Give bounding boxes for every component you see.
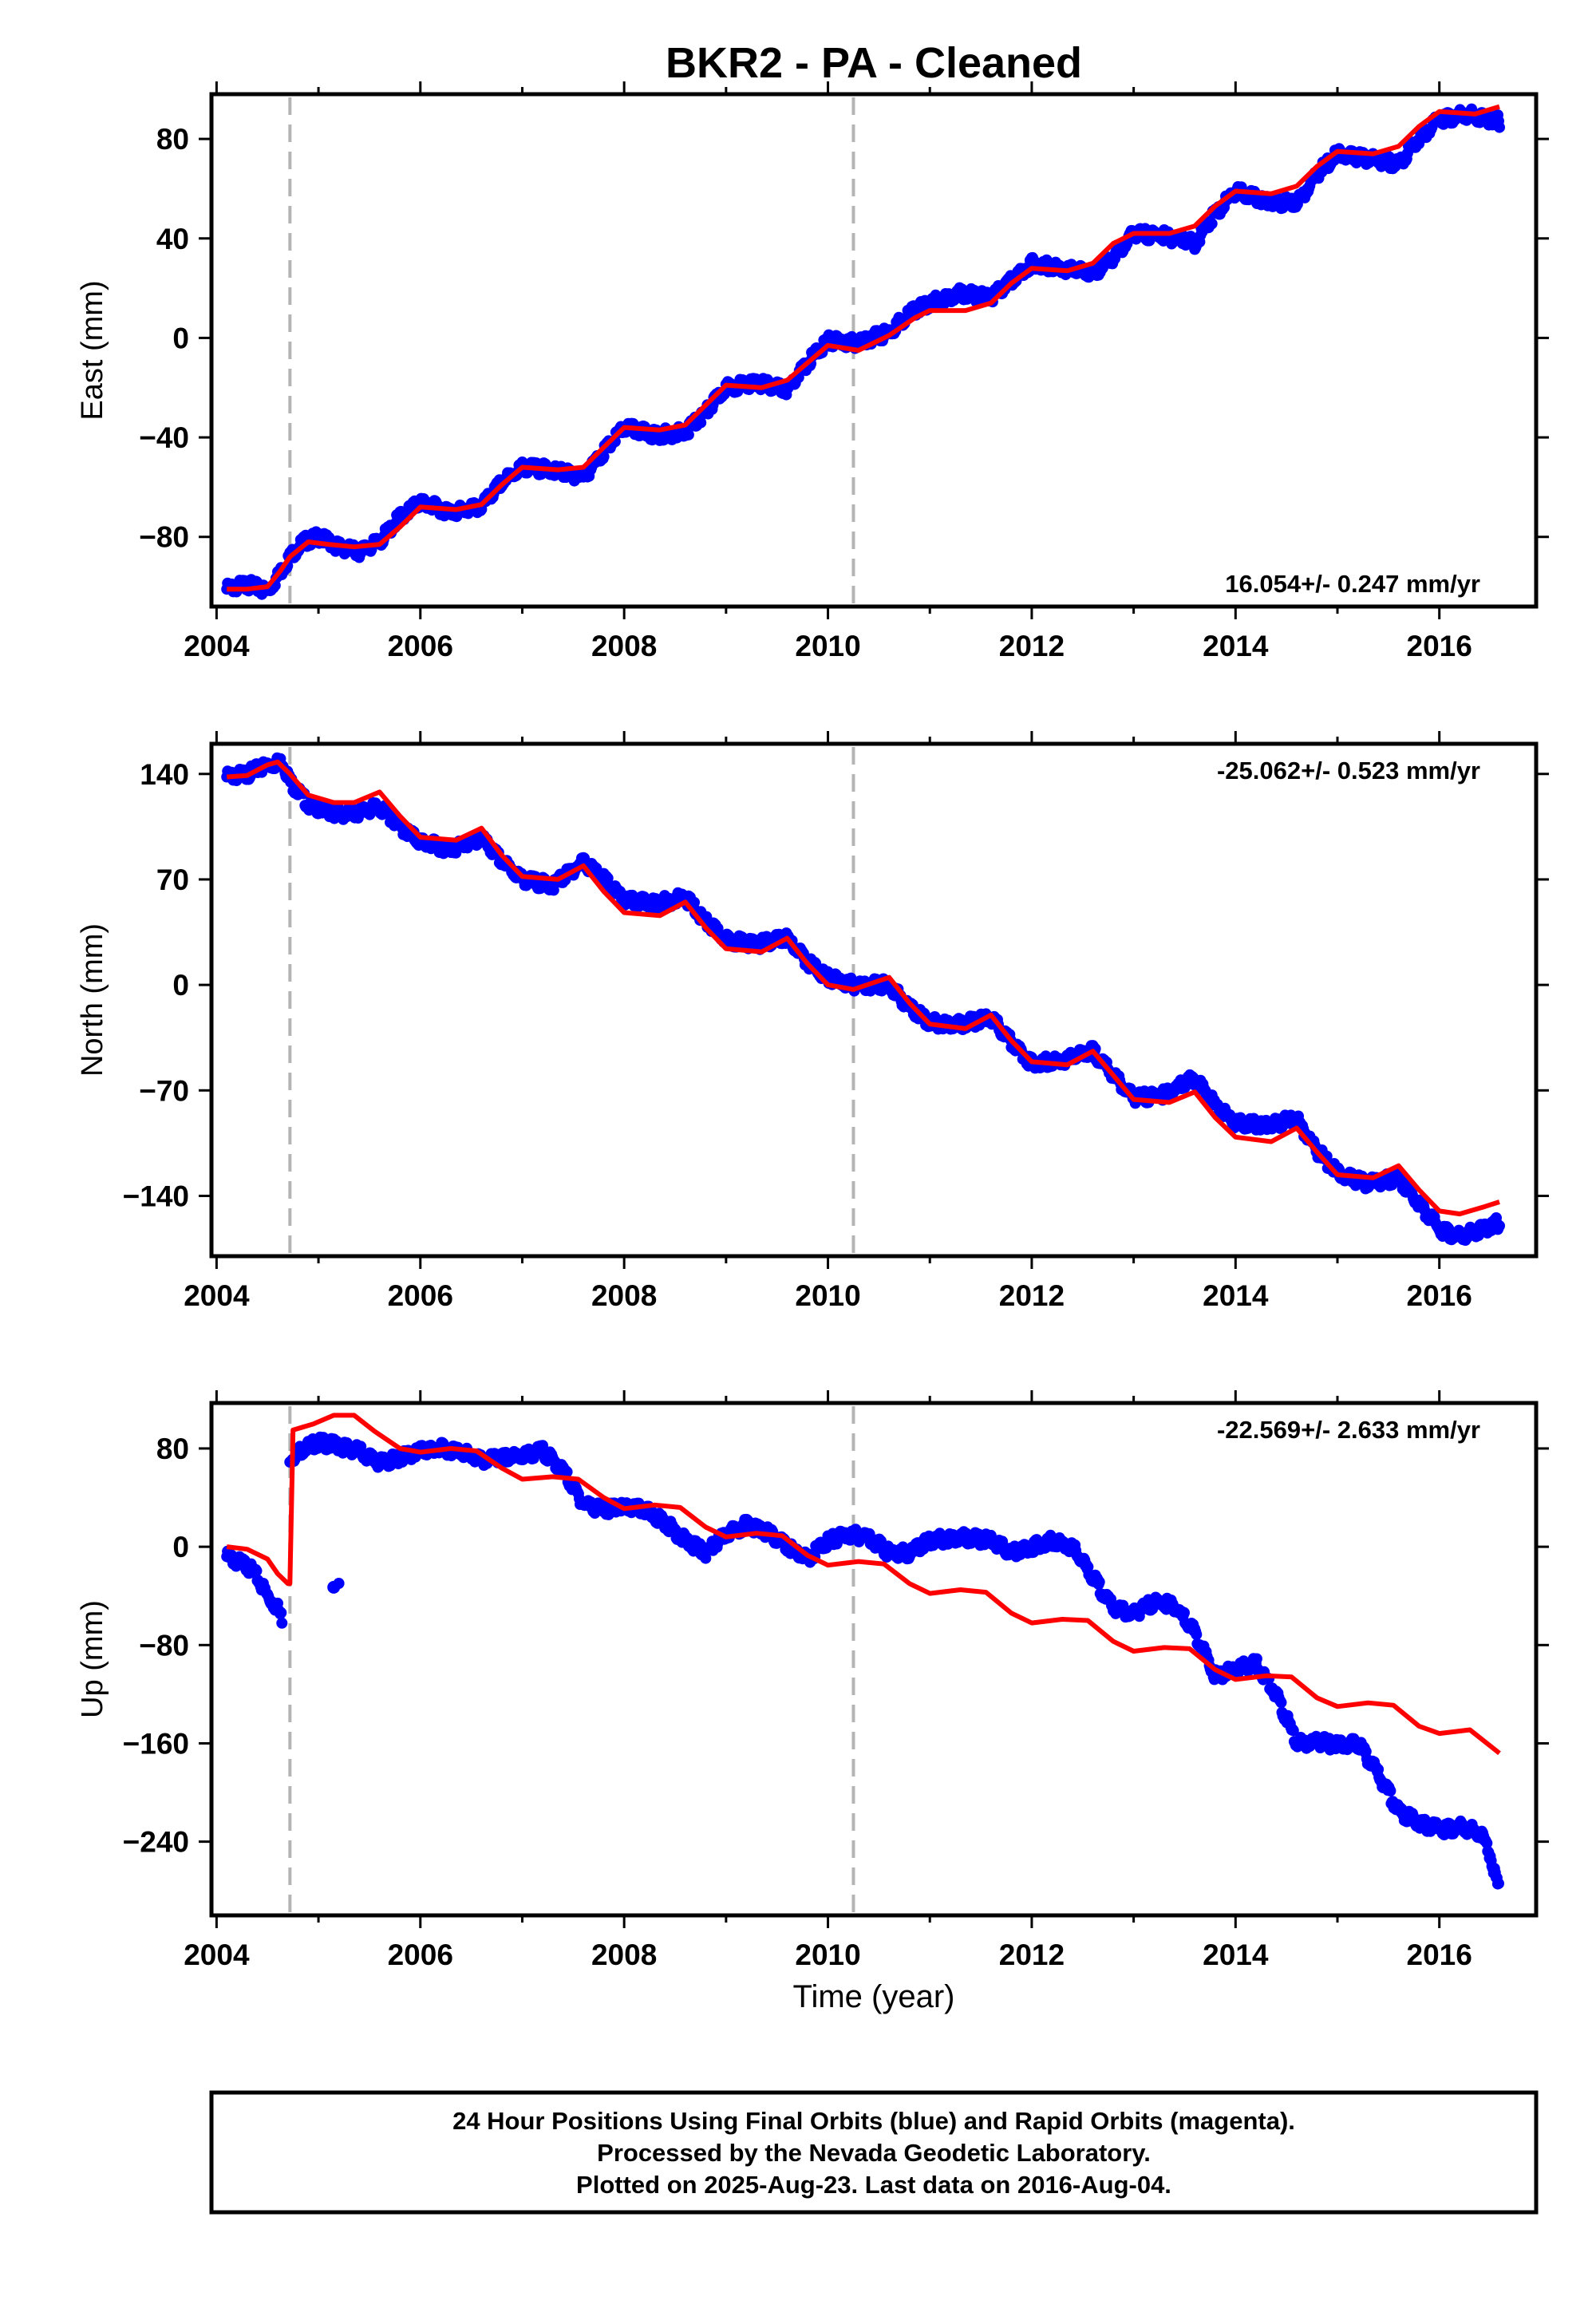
x-tick-label: 2010 bbox=[795, 1279, 860, 1312]
caption-box bbox=[209, 2090, 1539, 2215]
data-point bbox=[1494, 121, 1505, 133]
data-point bbox=[1385, 1785, 1396, 1796]
up-panel: 2004 2006 2008 2010 2012 2014 2016 −240 −160 −80 0… bbox=[76, 1390, 1549, 1971]
x-tick-label: 2008 bbox=[591, 630, 657, 662]
data-point bbox=[1206, 218, 1218, 230]
x-tick-label: 2014 bbox=[1203, 630, 1269, 662]
x-tick-label: 2006 bbox=[388, 1279, 453, 1312]
rate-label: -25.062+/- 0.523 mm/yr bbox=[1217, 757, 1480, 785]
data-points bbox=[221, 752, 1505, 1246]
data-point bbox=[327, 1580, 341, 1594]
y-axis-label: North (mm) bbox=[76, 923, 109, 1077]
data-point bbox=[700, 1552, 712, 1564]
model-line bbox=[227, 104, 1500, 592]
x-tick-label: 2004 bbox=[184, 1939, 250, 1971]
data-point bbox=[1494, 1220, 1505, 1231]
x-axis-label: Time (year) bbox=[793, 1979, 955, 2014]
data-point bbox=[275, 1607, 287, 1618]
data-point bbox=[695, 417, 707, 429]
caption-line-1: 24 Hour Positions Using Final Orbits (bl… bbox=[452, 2107, 1295, 2135]
y-tick-label: 70 bbox=[156, 864, 189, 896]
y-tick-label: −240 bbox=[123, 1826, 189, 1859]
x-tick-label: 2010 bbox=[795, 1939, 860, 1971]
caption-line-3: Plotted on 2025-Aug-23. Last data on 201… bbox=[576, 2171, 1171, 2199]
x-tick-label: 2012 bbox=[999, 1939, 1065, 1971]
data-point bbox=[561, 1466, 573, 1478]
x-tick-label: 2008 bbox=[591, 1279, 657, 1312]
x-tick-label: 2008 bbox=[591, 1939, 657, 1971]
data-point bbox=[547, 884, 559, 896]
y-tick-label: 80 bbox=[156, 1433, 189, 1465]
x-tick-label: 2004 bbox=[184, 630, 250, 662]
y-tick-label: 0 bbox=[172, 1531, 189, 1563]
y-tick-label: 80 bbox=[156, 123, 189, 156]
data-point bbox=[598, 451, 610, 463]
y-tick-label: 0 bbox=[172, 322, 189, 354]
data-point bbox=[1179, 1607, 1190, 1618]
plot-frame bbox=[209, 1401, 1539, 1918]
y-tick-label: −40 bbox=[139, 421, 189, 454]
data-point bbox=[1493, 1878, 1504, 1890]
y-axis-label: Up (mm) bbox=[76, 1600, 109, 1718]
y-tick-label: 140 bbox=[140, 758, 189, 791]
y-axis-label: East (mm) bbox=[76, 280, 109, 420]
x-tick-label: 2014 bbox=[1203, 1279, 1269, 1312]
plot-frame bbox=[209, 92, 1539, 609]
data-point bbox=[1481, 1837, 1493, 1849]
y-tick-label: 0 bbox=[172, 969, 189, 1002]
x-tick-label: 2006 bbox=[388, 630, 453, 662]
y-tick-label: 40 bbox=[156, 223, 189, 255]
y-tick-label: −80 bbox=[139, 521, 189, 554]
data-points bbox=[221, 1431, 1504, 1890]
data-point bbox=[276, 1617, 288, 1629]
y-tick-label: −160 bbox=[123, 1727, 189, 1760]
data-point bbox=[1093, 1576, 1105, 1588]
data-points bbox=[221, 103, 1505, 600]
x-tick-label: 2016 bbox=[1407, 1939, 1472, 1971]
north-panel: 2004 2006 2008 2010 2012 2014 2016 −140 −70 0 70 14… bbox=[76, 731, 1549, 1312]
east-panel: 2004 2006 2008 2010 2012 2014 2016 −80 −40 0 40 80 E… bbox=[76, 81, 1549, 662]
data-point bbox=[251, 1565, 263, 1577]
model-line bbox=[226, 759, 1500, 1217]
figure-title: BKR2 - PA - Cleaned bbox=[666, 39, 1082, 87]
rate-label: -22.569+/- 2.633 mm/yr bbox=[1217, 1416, 1480, 1444]
data-point bbox=[1275, 1697, 1287, 1709]
x-tick-label: 2010 bbox=[795, 630, 860, 662]
y-tick-label: −80 bbox=[139, 1629, 189, 1662]
data-point bbox=[689, 896, 700, 908]
x-tick-label: 2012 bbox=[999, 1279, 1065, 1312]
x-tick-label: 2016 bbox=[1407, 1279, 1472, 1312]
x-tick-label: 2006 bbox=[388, 1939, 453, 1971]
caption-line-2: Processed by the Nevada Geodetic Laborat… bbox=[597, 2139, 1151, 2167]
data-point bbox=[1250, 1653, 1262, 1665]
data-point bbox=[1287, 1725, 1299, 1737]
rate-label: 16.054+/- 0.247 mm/yr bbox=[1225, 570, 1480, 598]
x-tick-label: 2016 bbox=[1407, 630, 1472, 662]
x-tick-label: 2012 bbox=[999, 630, 1065, 662]
data-point bbox=[682, 429, 694, 441]
x-tick-label: 2004 bbox=[184, 1279, 250, 1312]
data-point bbox=[1191, 1629, 1203, 1641]
y-tick-label: −140 bbox=[123, 1180, 189, 1212]
plot-frame bbox=[209, 741, 1539, 1259]
model-line bbox=[226, 1413, 1501, 1756]
y-tick-label: −70 bbox=[139, 1074, 189, 1107]
x-tick-label: 2014 bbox=[1203, 1939, 1269, 1971]
